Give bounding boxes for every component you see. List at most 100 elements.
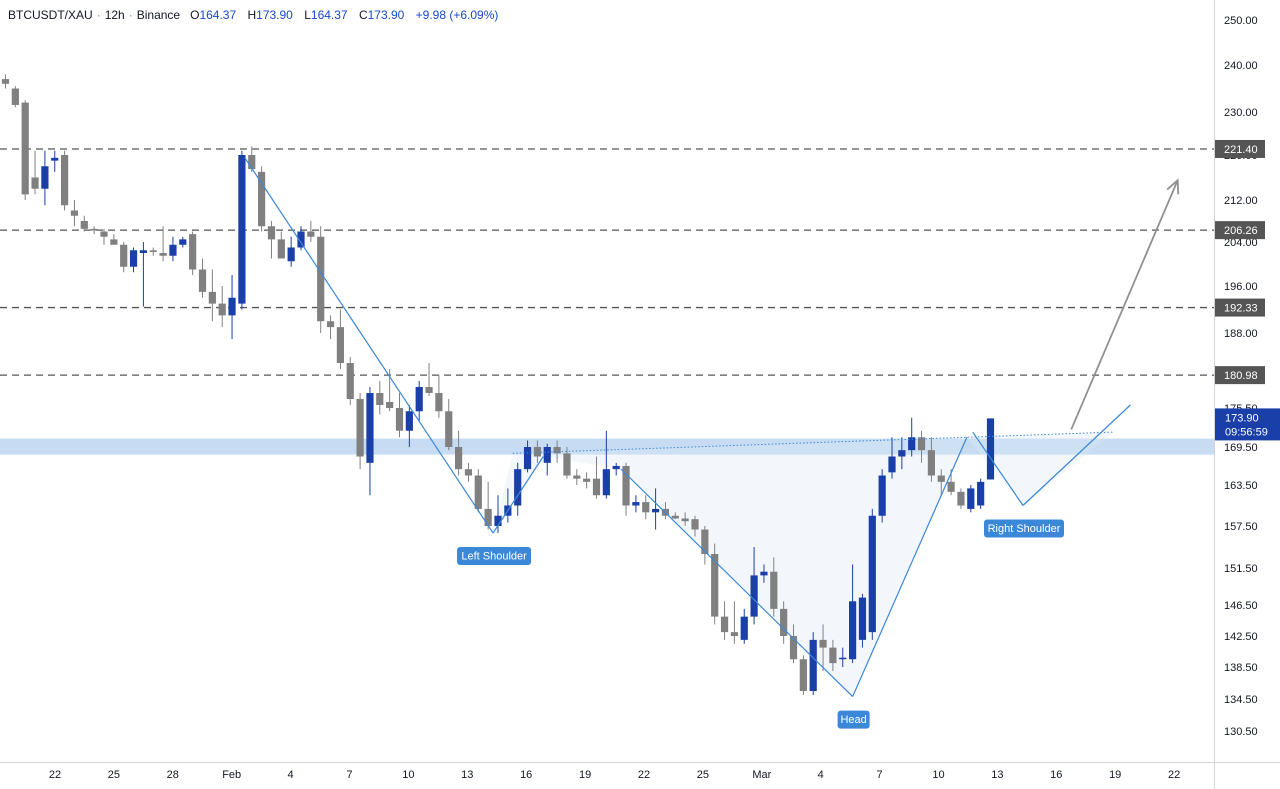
candle-body (839, 657, 847, 660)
plot-background (0, 0, 1214, 762)
current-price-bg (1215, 408, 1280, 441)
candle (70, 200, 79, 227)
level-label-text: 180.98 (1224, 370, 1258, 382)
horizontal-levels (0, 148, 1214, 376)
separator-dot: · (128, 8, 133, 22)
annotation-bg (984, 519, 1065, 538)
candle (819, 624, 827, 671)
price-tick: 142.50 (1224, 631, 1258, 643)
candle (937, 469, 945, 496)
candle-body (425, 387, 433, 393)
candle-body (829, 647, 837, 664)
time-tick: 7 (877, 769, 883, 781)
price-tick: 151.50 (1224, 563, 1258, 575)
candle-body (366, 393, 374, 463)
candle-body (139, 250, 147, 253)
candle (21, 100, 29, 200)
candle-body (642, 502, 650, 513)
candle (455, 430, 463, 476)
price-tick: 134.50 (1224, 694, 1258, 706)
candle (681, 512, 689, 526)
candle-body (533, 447, 541, 457)
candle (238, 150, 246, 310)
price-tick: 250.00 (1224, 15, 1258, 27)
candle (159, 226, 167, 262)
candle (858, 593, 867, 648)
candle (484, 481, 492, 530)
candle (258, 166, 266, 232)
candle-body (258, 171, 266, 227)
candle-body (287, 247, 295, 262)
candle-body (622, 466, 630, 506)
high-key: H (247, 8, 257, 22)
trend-line (244, 157, 494, 534)
candle (80, 215, 88, 232)
candle (51, 150, 59, 172)
candle (514, 462, 522, 516)
price-tick: 163.50 (1224, 480, 1258, 492)
countdown-text: 09:56:59 (1225, 426, 1268, 438)
time-tick: 25 (697, 769, 709, 781)
pattern-fill (493, 432, 1114, 697)
candle (31, 150, 39, 195)
candle-body (297, 231, 305, 248)
candle (395, 393, 404, 438)
current-price-label: 173.90 09:56:59 (1215, 408, 1280, 441)
price-tick: 196.00 (1224, 281, 1258, 293)
time-tick: 16 (1050, 769, 1062, 781)
candle-body (514, 469, 522, 506)
price-tick: 157.50 (1224, 521, 1258, 533)
candle-body (543, 447, 551, 463)
candle-body (80, 221, 88, 229)
price-tick: 212.00 (1224, 195, 1258, 207)
candle-body (198, 269, 207, 292)
candle (208, 269, 216, 322)
trend-lines (244, 157, 1180, 698)
symbol-name[interactable]: BTCUSDT/XAU (8, 8, 93, 22)
candle-body (179, 239, 187, 245)
candle (523, 440, 532, 473)
candle (986, 418, 995, 480)
candle-body (691, 519, 699, 530)
neckline (512, 431, 1114, 454)
pattern-area (493, 432, 1114, 697)
candle-body (681, 518, 689, 522)
candle-body (159, 253, 167, 256)
candle-body (228, 297, 236, 316)
candle (780, 601, 788, 644)
candle-body (415, 387, 423, 412)
candle (435, 375, 443, 418)
candle (218, 286, 226, 328)
candle-body (208, 291, 216, 304)
candle-body (937, 475, 945, 482)
candle-body (849, 601, 857, 660)
candle-body (149, 250, 157, 252)
price-axis[interactable]: 250.00240.00230.00220.00212.00204.00196.… (1215, 15, 1280, 738)
interval-label[interactable]: 12h (104, 8, 125, 22)
candle-body (789, 636, 798, 660)
candle (612, 462, 620, 476)
candle (179, 236, 187, 248)
candle (376, 381, 384, 415)
close-value: 173.90 (367, 8, 405, 22)
candle (799, 655, 807, 695)
annotation-label: Right Shoulder (984, 519, 1065, 538)
candle (691, 515, 699, 537)
candle-body (908, 437, 916, 451)
trend-line (972, 431, 1024, 506)
candle-body (464, 469, 473, 476)
candle (839, 647, 847, 667)
candle-body (405, 411, 413, 431)
candle-body (701, 529, 709, 554)
candle-body (70, 210, 79, 216)
candle-body (898, 450, 906, 457)
candle-body (267, 226, 276, 240)
candle-body (11, 88, 19, 105)
time-axis[interactable]: 22 25 28 Feb 4 7 10 13 16 19 22 25 Mar 4 7 10 13 16 19 22 (49, 769, 1180, 781)
candle (139, 242, 147, 307)
level-label-text: 221.40 (1224, 144, 1258, 156)
price-tick: 138.50 (1224, 662, 1258, 674)
candle-body (760, 571, 768, 576)
